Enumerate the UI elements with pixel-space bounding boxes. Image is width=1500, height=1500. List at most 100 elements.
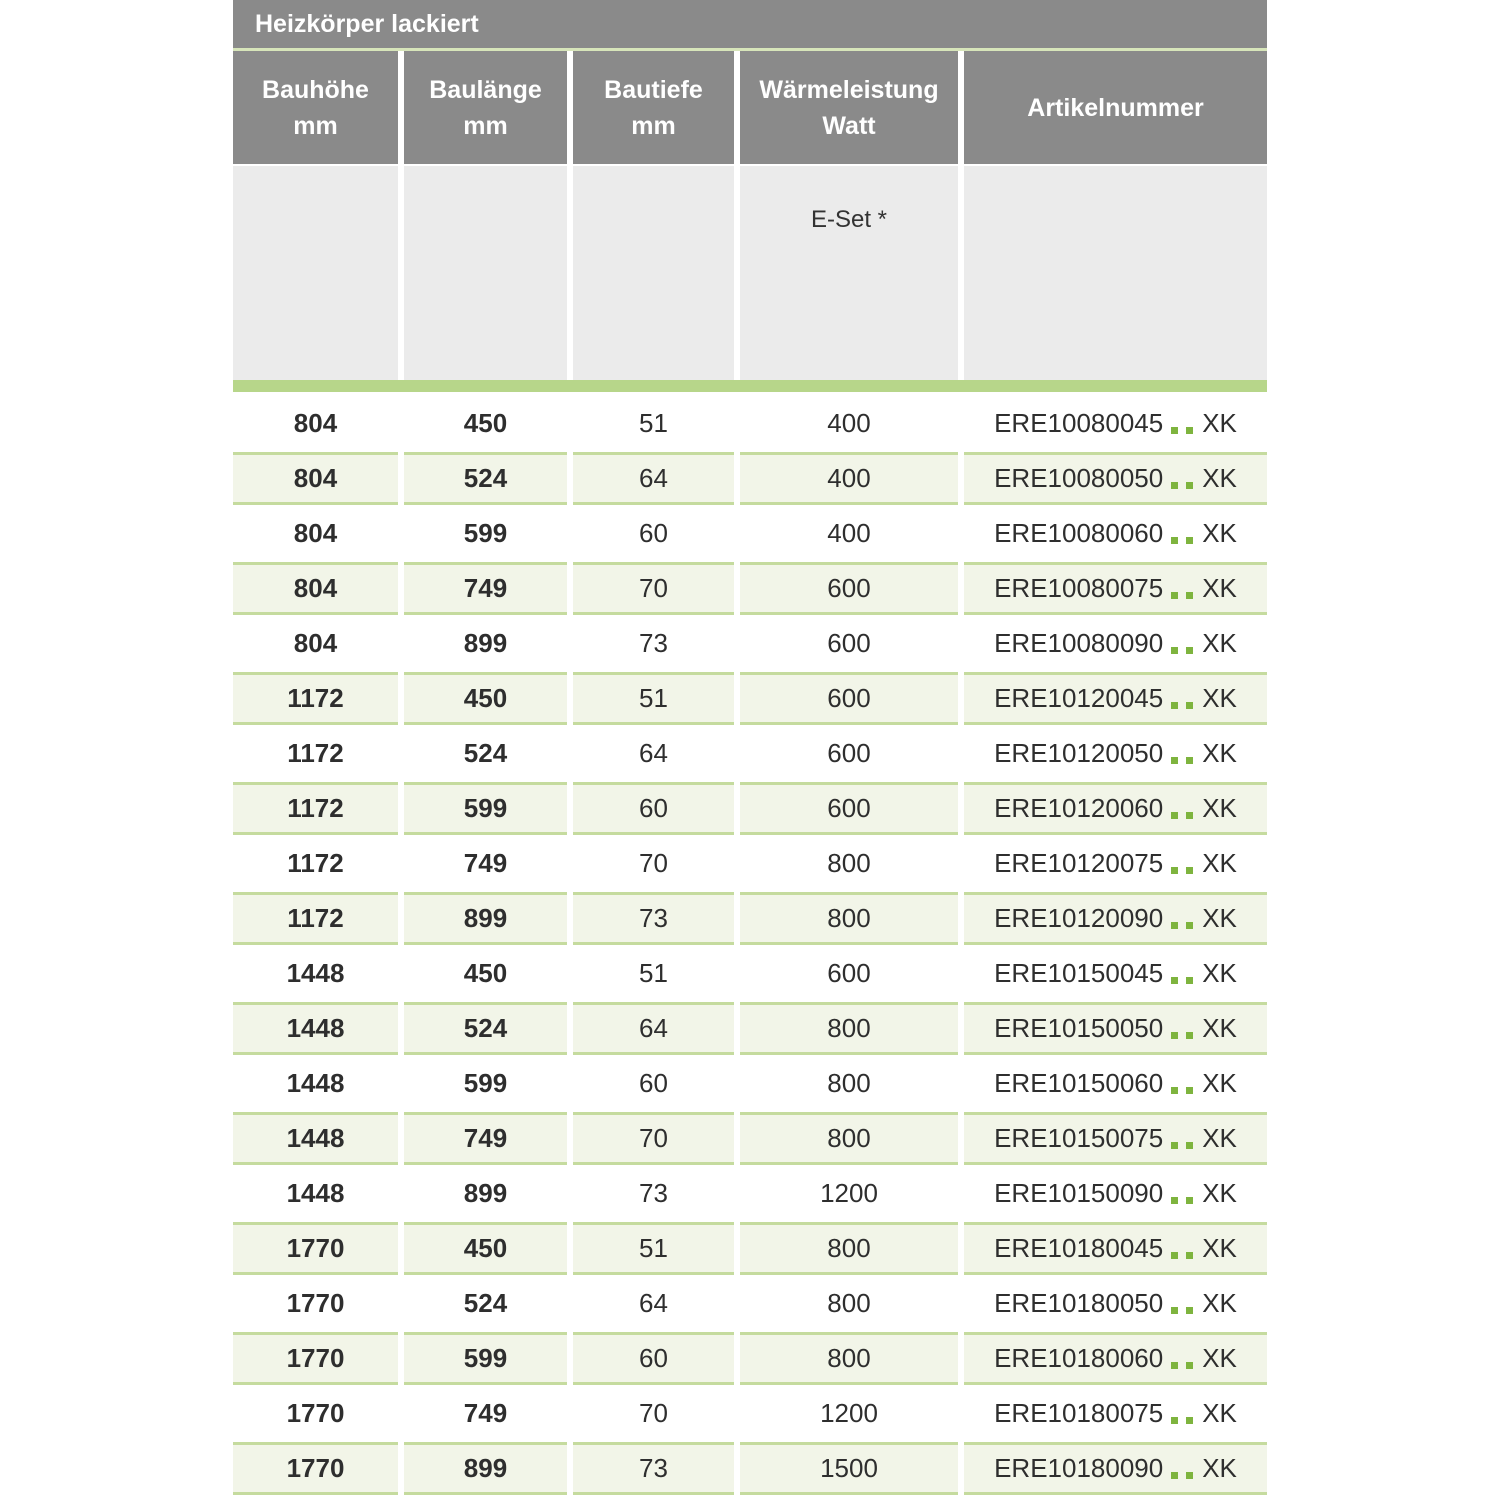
artikelnummer-cell: ERE10120050 XK — [964, 727, 1267, 780]
bauhoehe-cell: 1770 — [233, 1277, 398, 1330]
green-dot-icon — [1171, 1307, 1179, 1314]
baulaenge-cell: 524 — [404, 452, 567, 505]
table-row: 1448 599 60 800 ERE10150060 XK — [233, 1057, 1267, 1110]
bautiefe-cell: 60 — [573, 1057, 734, 1110]
green-dot-icon — [1171, 702, 1179, 709]
column-header-bauhoehe: Bauhöhe mm — [233, 51, 398, 164]
artikel-code: ERE10120075 — [994, 848, 1164, 878]
watt-cell: 600 — [740, 727, 958, 780]
baulaenge-cell: 450 — [404, 397, 567, 450]
green-dot-icon — [1186, 977, 1194, 984]
bauhoehe-cell: 1172 — [233, 837, 398, 890]
table-row: 804 524 64 400 ERE10080050 XK — [233, 452, 1267, 505]
bauhoehe-cell: 804 — [233, 562, 398, 615]
table-row: 804 899 73 600 ERE10080090 XK — [233, 617, 1267, 670]
column-header-label: Artikelnummer — [1027, 93, 1204, 122]
watt-cell: 400 — [740, 452, 958, 505]
subheader-cell-bauhoehe — [233, 166, 398, 380]
baulaenge-cell: 599 — [404, 782, 567, 835]
bauhoehe-cell: 804 — [233, 507, 398, 560]
artikel-code: ERE10120060 — [994, 793, 1164, 823]
bauhoehe-cell: 1172 — [233, 727, 398, 780]
table-row: 1770 899 73 1500 ERE10180090 XK — [233, 1442, 1267, 1495]
artikel-code: ERE10080075 — [994, 573, 1164, 603]
watt-cell: 800 — [740, 1057, 958, 1110]
artikelnummer-cell: ERE10150090 XK — [964, 1167, 1267, 1220]
artikel-suffix: XK — [1202, 903, 1237, 933]
artikelnummer-cell: ERE10080045 XK — [964, 397, 1267, 450]
bautiefe-cell: 73 — [573, 892, 734, 945]
artikel-code: ERE10180090 — [994, 1453, 1164, 1483]
watt-cell: 800 — [740, 837, 958, 890]
bauhoehe-cell: 1172 — [233, 672, 398, 725]
artikel-code: ERE10180060 — [994, 1343, 1164, 1373]
bauhoehe-cell: 804 — [233, 617, 398, 670]
bauhoehe-cell: 1448 — [233, 1002, 398, 1055]
artikel-suffix: XK — [1202, 793, 1237, 823]
table-row: 1172 524 64 600 ERE10120050 XK — [233, 727, 1267, 780]
artikel-suffix: XK — [1202, 683, 1237, 713]
watt-cell: 1200 — [740, 1167, 958, 1220]
green-dot-icon — [1171, 1472, 1179, 1479]
artikel-suffix: XK — [1202, 463, 1237, 493]
green-dot-icon — [1171, 977, 1179, 984]
artikelnummer-cell: ERE10180090 XK — [964, 1442, 1267, 1495]
watt-cell: 800 — [740, 1002, 958, 1055]
column-header-label: Wärmeleistung — [759, 75, 939, 104]
table-body: 804 450 51 400 ERE10080045 XK 804 524 64 400 ERE10… — [233, 397, 1267, 1495]
table-row: 1172 899 73 800 ERE10120090 XK — [233, 892, 1267, 945]
bautiefe-cell: 70 — [573, 562, 734, 615]
subheader-cell-eset: E-Set * — [740, 166, 958, 380]
green-dot-icon — [1171, 1087, 1179, 1094]
bautiefe-cell: 60 — [573, 1332, 734, 1385]
table-row: 1172 749 70 800 ERE10120075 XK — [233, 837, 1267, 890]
green-dot-icon — [1171, 1252, 1179, 1259]
bautiefe-cell: 64 — [573, 1277, 734, 1330]
watt-cell: 600 — [740, 782, 958, 835]
green-dot-icon — [1186, 592, 1194, 599]
baulaenge-cell: 899 — [404, 1442, 567, 1495]
artikelnummer-cell: ERE10120060 XK — [964, 782, 1267, 835]
table-row: 1448 524 64 800 ERE10150050 XK — [233, 1002, 1267, 1055]
bautiefe-cell: 73 — [573, 1167, 734, 1220]
artikel-suffix: XK — [1202, 1233, 1237, 1263]
artikelnummer-cell: ERE10180060 XK — [964, 1332, 1267, 1385]
bautiefe-cell: 60 — [573, 507, 734, 560]
bauhoehe-cell: 1172 — [233, 892, 398, 945]
bauhoehe-cell: 804 — [233, 452, 398, 505]
artikel-code: ERE10150075 — [994, 1123, 1164, 1153]
green-dot-icon — [1171, 1197, 1179, 1204]
bautiefe-cell: 51 — [573, 1222, 734, 1275]
green-dot-icon — [1171, 1142, 1179, 1149]
baulaenge-cell: 749 — [404, 837, 567, 890]
artikelnummer-cell: ERE10120075 XK — [964, 837, 1267, 890]
watt-cell: 400 — [740, 397, 958, 450]
artikel-suffix: XK — [1202, 1288, 1237, 1318]
bauhoehe-cell: 1448 — [233, 1167, 398, 1220]
green-dot-icon — [1186, 482, 1194, 489]
table-row: 804 450 51 400 ERE10080045 XK — [233, 397, 1267, 450]
green-dot-icon — [1171, 1417, 1179, 1424]
bauhoehe-cell: 804 — [233, 397, 398, 450]
table-row: 1172 599 60 600 ERE10120060 XK — [233, 782, 1267, 835]
table-row: 1770 450 51 800 ERE10180045 XK — [233, 1222, 1267, 1275]
artikelnummer-cell: ERE10180075 XK — [964, 1387, 1267, 1440]
watt-cell: 800 — [740, 1112, 958, 1165]
artikel-code: ERE10150090 — [994, 1178, 1164, 1208]
green-dot-icon — [1171, 647, 1179, 654]
bauhoehe-cell: 1448 — [233, 1057, 398, 1110]
artikel-suffix: XK — [1202, 518, 1237, 548]
green-dot-icon — [1186, 702, 1194, 709]
column-header-unit: Watt — [822, 111, 876, 140]
watt-cell: 1200 — [740, 1387, 958, 1440]
table-title-bar: Heizkörper lackiert — [233, 0, 1267, 48]
green-dot-icon — [1186, 922, 1194, 929]
baulaenge-cell: 450 — [404, 1222, 567, 1275]
column-header-label: Bautiefe — [604, 75, 703, 104]
green-dot-icon — [1186, 867, 1194, 874]
artikelnummer-cell: ERE10080050 XK — [964, 452, 1267, 505]
watt-cell: 800 — [740, 1277, 958, 1330]
watt-cell: 1500 — [740, 1442, 958, 1495]
baulaenge-cell: 524 — [404, 727, 567, 780]
title-underline — [233, 48, 1267, 51]
